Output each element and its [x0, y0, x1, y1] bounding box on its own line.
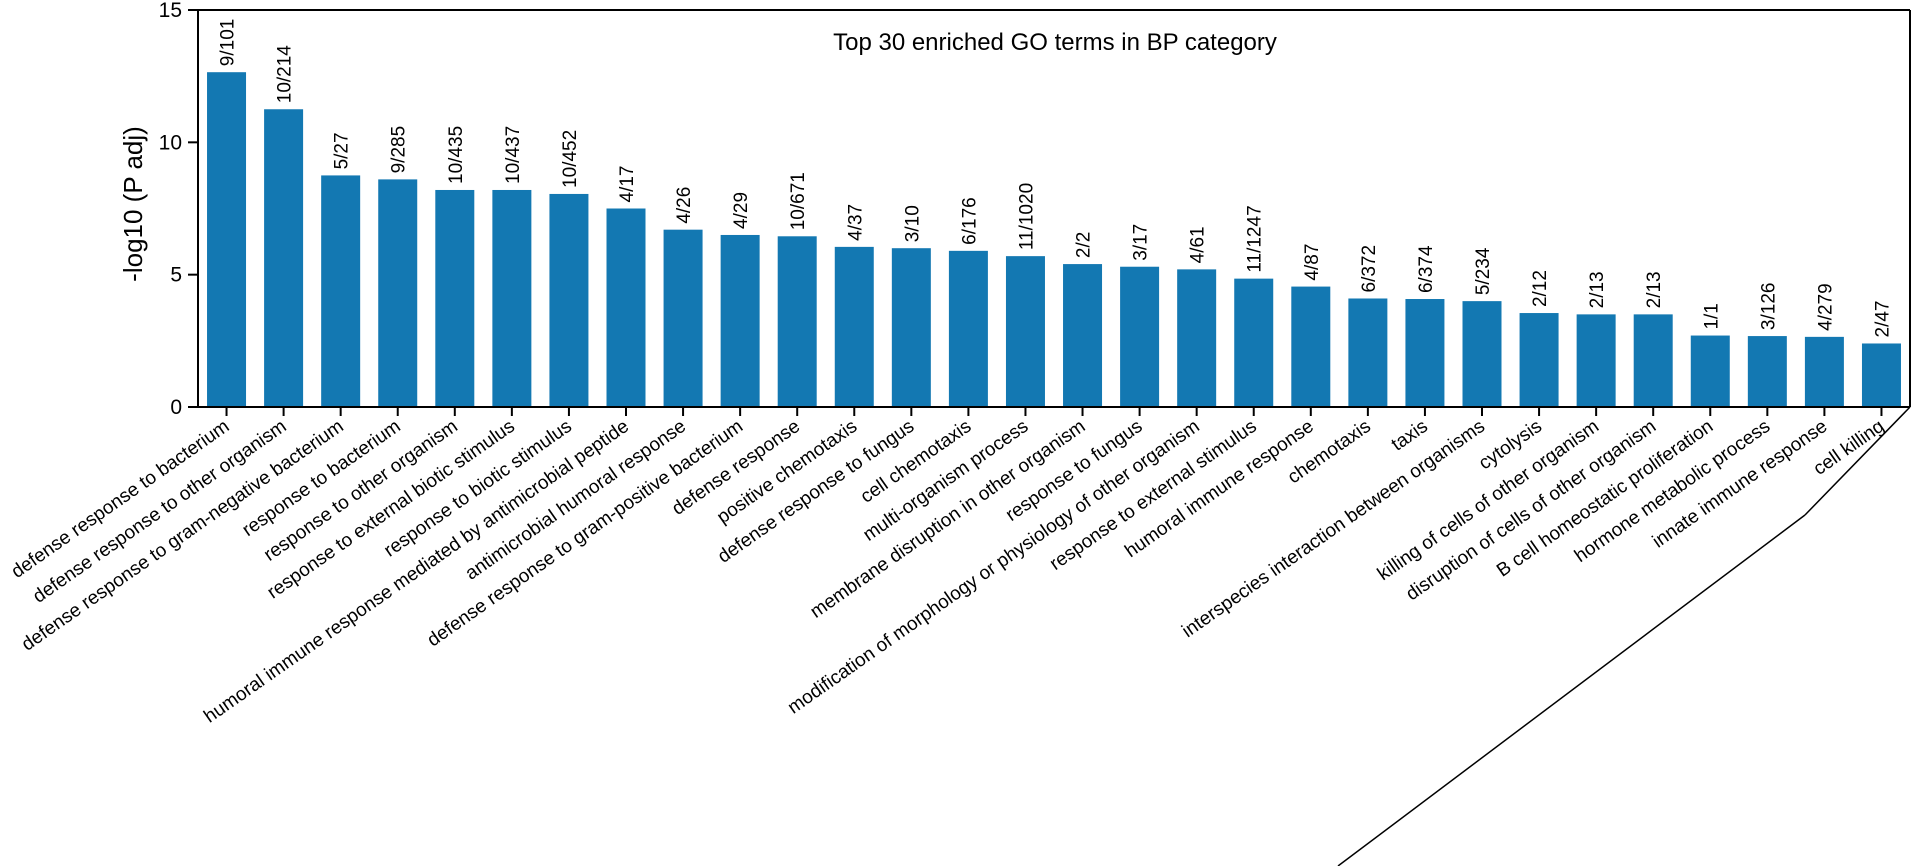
- bar: [1063, 264, 1103, 407]
- bar-data-label: 5/27: [332, 132, 353, 169]
- chart-title: Top 30 enriched GO terms in BP category: [833, 29, 1277, 56]
- bar-data-label: 3/17: [1131, 224, 1152, 261]
- bar-data-label: 4/279: [1815, 283, 1836, 331]
- bar-data-label: 10/671: [788, 172, 809, 230]
- bar: [891, 248, 931, 407]
- bar: [492, 189, 532, 407]
- bar-data-label: 2/12: [1530, 270, 1551, 307]
- bar: [834, 246, 874, 407]
- x-tick-label: taxis: [1388, 416, 1432, 456]
- bar: [1861, 343, 1901, 407]
- bar: [1120, 266, 1160, 407]
- bar-data-label: 4/87: [1302, 244, 1323, 281]
- bar: [435, 189, 475, 407]
- bar-data-label: 6/372: [1359, 245, 1380, 293]
- y-tick-label: 15: [159, 0, 182, 22]
- bar-data-label: 2/47: [1872, 300, 1893, 337]
- bar: [1576, 314, 1616, 407]
- bar-data-label: 1/1: [1701, 303, 1722, 329]
- y-tick-label: 0: [170, 396, 182, 419]
- bar: [321, 175, 361, 407]
- x-tick-label: defense response to other organism: [29, 416, 290, 608]
- axis-break-line-lower: [1337, 514, 1806, 866]
- bar: [1177, 269, 1217, 407]
- bar: [207, 72, 247, 408]
- y-tick-label: 5: [170, 264, 182, 287]
- bar-data-label: 9/101: [218, 19, 239, 67]
- bar-data-label: 10/437: [503, 126, 524, 184]
- bar-data-label: 4/37: [845, 204, 866, 241]
- bar-data-label: 10/214: [275, 45, 296, 104]
- bar: [948, 250, 988, 407]
- bar-data-label: 9/285: [389, 126, 410, 174]
- bar: [1005, 256, 1045, 407]
- bar: [1462, 301, 1502, 407]
- bar-data-label: 11/1247: [1245, 205, 1266, 272]
- bar: [606, 208, 646, 407]
- bar: [1690, 335, 1730, 407]
- bar-data-label: 4/17: [617, 166, 638, 203]
- bar: [720, 234, 760, 407]
- bar: [777, 236, 817, 407]
- bar-data-label: 3/10: [902, 205, 923, 242]
- bar-data-label: 5/234: [1473, 247, 1494, 295]
- bar: [549, 193, 589, 407]
- bar-data-label: 4/26: [674, 187, 695, 224]
- bar-data-label: 3/126: [1758, 283, 1779, 331]
- bar-data-label: 10/452: [560, 130, 581, 188]
- bar: [1747, 336, 1787, 407]
- bar-data-label: 11/1020: [1016, 183, 1037, 250]
- bar-data-label: 10/435: [446, 126, 467, 184]
- bar-data-label: 6/374: [1416, 245, 1437, 293]
- axis-break-line-upper: [1804, 406, 1911, 516]
- bar: [1348, 298, 1388, 407]
- bar: [1234, 278, 1274, 407]
- bar: [378, 179, 418, 407]
- bar-data-label: 6/176: [959, 197, 980, 245]
- bar: [1405, 299, 1445, 407]
- bar-data-label: 4/29: [731, 192, 752, 229]
- bar: [264, 109, 304, 407]
- y-tick-label: 10: [159, 131, 182, 154]
- bar-data-label: 2/13: [1587, 271, 1608, 308]
- bar-data-label: 4/61: [1188, 226, 1209, 263]
- bar: [1291, 286, 1331, 407]
- bar: [1519, 313, 1559, 407]
- bar: [1804, 336, 1844, 407]
- x-tick-label: defense response to bacterium: [8, 416, 234, 583]
- y-axis-label: -log10 (P adj): [118, 126, 148, 282]
- bar: [663, 229, 703, 407]
- bar: [1633, 314, 1673, 407]
- bar-data-label: 2/13: [1644, 271, 1665, 308]
- bar-data-label: 2/2: [1074, 232, 1095, 258]
